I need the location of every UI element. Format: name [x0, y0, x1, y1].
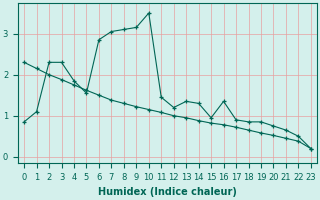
X-axis label: Humidex (Indice chaleur): Humidex (Indice chaleur) — [98, 187, 237, 197]
